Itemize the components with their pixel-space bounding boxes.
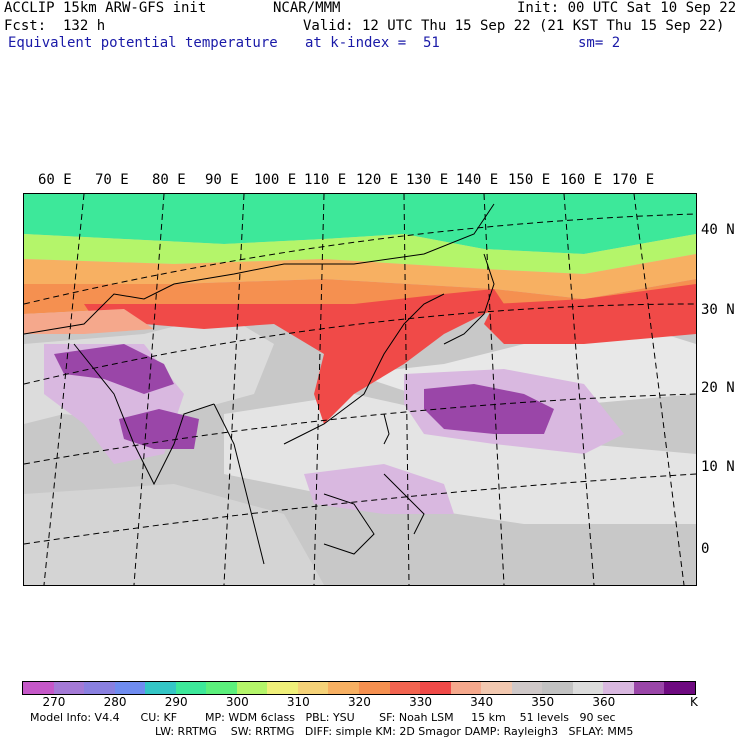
colorbar-swatch xyxy=(389,682,421,694)
field-name: Equivalent potential temperature xyxy=(8,35,278,51)
longitude-label: 70 E xyxy=(95,172,129,188)
longitude-label: 90 E xyxy=(205,172,239,188)
longitude-label: 100 E xyxy=(254,172,297,188)
colorbar-swatch xyxy=(267,682,298,694)
colorbar-swatch xyxy=(84,682,115,694)
colorbar-unit: K xyxy=(690,695,698,709)
colorbar-tick: 340 xyxy=(470,695,494,709)
colorbar xyxy=(22,681,696,695)
colorbar-tick: 280 xyxy=(103,695,127,709)
init-time: Init: 00 UTC Sat 10 Sep 22 xyxy=(517,0,737,16)
colorbar-tick: 300 xyxy=(225,695,249,709)
colorbar-tick: 320 xyxy=(348,695,371,709)
latitude-label: 40 N xyxy=(701,222,735,238)
longitude-label: 130 E xyxy=(406,172,449,188)
org-label: NCAR/MMM xyxy=(273,0,341,16)
colorbar-swatch xyxy=(420,682,451,694)
colorbar-tick: 350 xyxy=(531,695,555,709)
model-info-line-2: LW: RRTMG SW: RRTMG DIFF: simple KM: 2D … xyxy=(155,725,634,738)
longitude-label: 170 E xyxy=(612,172,655,188)
colorbar-tick: 360 xyxy=(592,695,616,709)
theta-e-field xyxy=(24,194,696,585)
latitude-label: 20 N xyxy=(701,380,735,396)
forecast-hour: Fcst: 132 h xyxy=(4,18,106,34)
colorbar-swatch xyxy=(145,682,176,694)
longitude-label: 140 E xyxy=(456,172,499,188)
colorbar-swatch xyxy=(511,682,543,694)
colorbar-tick: 330 xyxy=(409,695,432,709)
run-title: ACCLIP 15km ARW-GFS init xyxy=(4,0,207,16)
colorbar-swatch xyxy=(114,682,146,694)
colorbar-swatch xyxy=(542,682,573,694)
colorbar-swatch xyxy=(297,682,329,694)
longitude-label: 110 E xyxy=(304,172,347,188)
model-info-line-1: Model Info: V4.4 CU: KF MP: WDM 6class P… xyxy=(30,711,616,724)
latitude-label: 10 N xyxy=(701,459,735,475)
colorbar-swatch xyxy=(481,682,512,694)
colorbar-swatch xyxy=(328,682,360,694)
map-panel xyxy=(23,193,697,586)
latitude-label: 0 xyxy=(701,541,710,557)
title-line-1: ACCLIP 15km ARW-GFS init xyxy=(4,0,206,16)
colorbar-swatch xyxy=(603,682,634,694)
colorbar-tick: 310 xyxy=(286,695,310,709)
colorbar-swatch xyxy=(633,682,665,694)
longitude-label: 150 E xyxy=(508,172,551,188)
colorbar-swatch xyxy=(359,682,390,694)
colorbar-swatch xyxy=(236,682,268,694)
colorbar-swatch xyxy=(175,682,207,694)
longitude-label: 60 E xyxy=(38,172,72,188)
colorbar-swatch xyxy=(23,682,54,694)
colorbar-swatch xyxy=(53,682,85,694)
longitude-label: 160 E xyxy=(560,172,603,188)
latitude-label: 30 N xyxy=(701,302,735,318)
longitude-label: 120 E xyxy=(356,172,399,188)
longitude-label: 80 E xyxy=(152,172,186,188)
colorbar-swatch xyxy=(572,682,604,694)
colorbar-tick: 290 xyxy=(164,695,188,709)
colorbar-swatch xyxy=(450,682,482,694)
colorbar-tick: 270 xyxy=(42,695,66,709)
k-index-label: at k-index = 51 xyxy=(305,35,440,51)
valid-time: Valid: 12 UTC Thu 15 Sep 22 (21 KST Thu … xyxy=(303,18,725,34)
colorbar-swatch xyxy=(206,682,237,694)
smoothing-label: sm= 2 xyxy=(578,35,621,51)
colorbar-swatch xyxy=(664,682,696,694)
